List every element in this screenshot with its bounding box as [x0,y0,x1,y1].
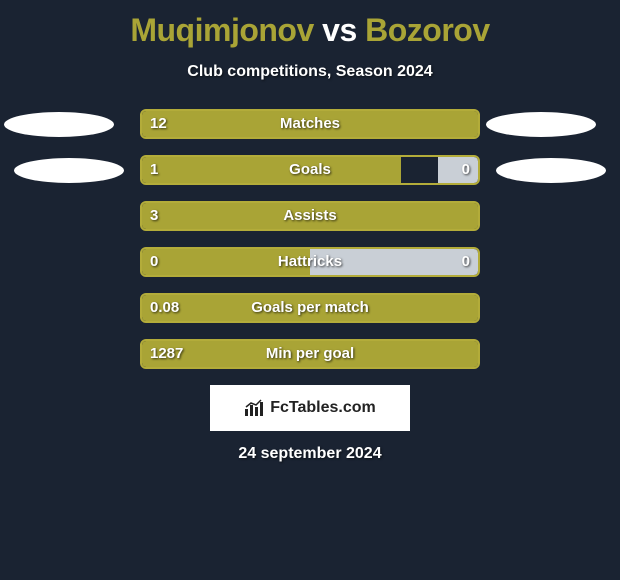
stat-value-left: 0.08 [150,293,179,323]
date-label: 24 september 2024 [0,445,620,463]
bar-left [142,341,478,367]
bar-container [140,293,480,323]
bar-left [142,203,478,229]
chart-icon [244,399,266,417]
stat-value-left: 3 [150,201,158,231]
player2-silhouette [496,158,606,183]
stat-row: 0.08Goals per match [0,293,620,323]
logo-text: FcTables.com [270,399,376,417]
bar-container [140,155,480,185]
title-vs: vs [322,12,357,48]
player1-name: Muqimjonov [130,12,313,48]
stat-value-right: 0 [462,155,470,185]
bar-left [142,157,401,183]
subtitle: Club competitions, Season 2024 [0,63,620,81]
bar-right [310,249,478,275]
player1-silhouette [14,158,124,183]
stat-value-left: 0 [150,247,158,277]
player1-silhouette [4,112,114,137]
stat-value-left: 1287 [150,339,183,369]
player2-silhouette [486,112,596,137]
player2-name: Bozorov [365,12,490,48]
bar-container [140,339,480,369]
stat-value-left: 12 [150,109,167,139]
bar-right [438,157,478,183]
stat-value-left: 1 [150,155,158,185]
bar-container [140,109,480,139]
stat-row: 3Assists [0,201,620,231]
fctables-logo: FcTables.com [210,385,410,431]
stat-value-right: 0 [462,247,470,277]
bar-left [142,295,478,321]
bar-container [140,201,480,231]
bar-left [142,111,478,137]
bar-left [142,249,310,275]
stats-area: 12Matches10Goals3Assists00Hattricks0.08G… [0,109,620,369]
stat-row: 1287Min per goal [0,339,620,369]
bar-container [140,247,480,277]
stat-row: 00Hattricks [0,247,620,277]
comparison-title: Muqimjonov vs Bozorov [0,0,620,49]
